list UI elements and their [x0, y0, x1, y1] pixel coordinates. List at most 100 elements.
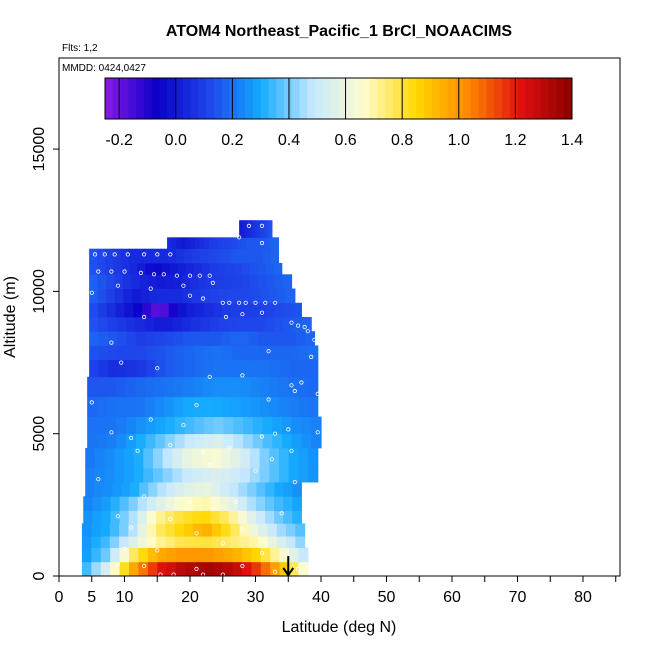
colorbar-swatch: [315, 78, 324, 119]
heatmap-cell: [199, 248, 209, 264]
heatmap-cell: [288, 467, 299, 483]
heatmap-cell: [108, 345, 119, 361]
heatmap-cell: [213, 547, 224, 563]
heatmap-cell: [251, 345, 262, 361]
sample-point: [168, 252, 173, 257]
heatmap-cell: [133, 467, 144, 483]
heatmap-cell: [246, 248, 256, 264]
heatmap-cell: [117, 331, 128, 346]
y-tick-label: 0: [31, 571, 48, 580]
heatmap-cell: [221, 302, 232, 318]
heatmap-cell: [172, 467, 183, 483]
heatmap-cell: [135, 376, 146, 398]
sample-point: [187, 293, 193, 298]
heatmap-cell: [283, 510, 293, 524]
heatmap-cell: [254, 220, 257, 238]
sample-point: [161, 272, 166, 277]
heatmap-cell: [264, 317, 275, 332]
heatmap-cell: [239, 302, 249, 318]
heatmap-cell: [126, 331, 137, 346]
heatmap-cell: [246, 317, 257, 332]
heatmap-cell: [153, 317, 164, 332]
heatmap-cell: [260, 396, 271, 418]
y-tick-label: 5000: [31, 416, 48, 452]
heatmap-cell: [183, 510, 193, 524]
heatmap-cell: [104, 248, 114, 264]
heatmap-cell: [252, 416, 264, 435]
heatmap-cell: [258, 331, 269, 346]
heatmap-cell: [262, 220, 265, 238]
heatmap-cell: [237, 496, 248, 511]
sample-point: [302, 324, 307, 330]
heatmap-cell: [247, 220, 250, 238]
heatmap-cell: [114, 274, 124, 289]
heatmap-cell: [91, 536, 102, 548]
heatmap-cell: [106, 274, 116, 289]
heatmap-cell: [254, 248, 264, 264]
heatmap-cell: [232, 359, 243, 378]
x-tick-label: 5: [87, 589, 96, 606]
heatmap-cell: [126, 433, 137, 449]
heatmap-cell: [232, 561, 243, 577]
colorbar-tick-label: 0.6: [334, 132, 356, 149]
heatmap-cell: [194, 547, 205, 563]
heatmap-cell: [128, 248, 138, 264]
heatmap-cell: [249, 274, 259, 289]
heatmap-cell: [212, 396, 223, 418]
heatmap-cell: [160, 248, 169, 264]
colorbar-swatch: [525, 78, 534, 119]
heatmap-cell: [89, 317, 99, 332]
sample-point: [299, 380, 304, 385]
heatmap-cell: [289, 359, 300, 378]
heatmap-cell: [154, 396, 165, 418]
heatmap-cell: [233, 262, 243, 275]
heatmap-cell: [236, 237, 242, 250]
heatmap-cell: [267, 523, 278, 537]
heatmap-cell: [230, 302, 241, 318]
heatmap-cell: [136, 345, 147, 361]
heatmap-cell: [114, 447, 125, 469]
heatmap-cell: [129, 547, 140, 563]
heatmap-cell: [127, 345, 138, 361]
heatmap-cell: [257, 262, 267, 275]
heatmap-cell: [269, 447, 280, 469]
y-axis-label: Altitude (m): [2, 276, 19, 358]
heatmap-cell: [241, 237, 247, 250]
heatmap-cell: [219, 496, 230, 511]
colorbar-swatch: [377, 78, 386, 119]
heatmap-cell: [243, 433, 254, 449]
heatmap-cell: [138, 561, 149, 577]
heatmap-cell: [126, 317, 136, 332]
heatmap-cell: [228, 510, 239, 524]
heatmap-cell: [165, 523, 176, 537]
heatmap-cell: [106, 302, 117, 318]
heatmap-cell: [223, 416, 234, 435]
heatmap-cell: [177, 262, 187, 275]
latitude-marker-arrow: [282, 556, 295, 577]
colorbar-swatch: [392, 78, 402, 119]
heatmap-cell: [89, 345, 100, 361]
colorbar-swatch: [322, 78, 332, 119]
sample-point: [266, 397, 271, 402]
heatmap-cell: [155, 496, 166, 511]
heatmap-cell: [128, 496, 139, 511]
heatmap-cell: [173, 331, 184, 346]
heatmap-cell: [110, 496, 121, 511]
heatmap-cell: [289, 547, 300, 563]
heatmap-cell: [106, 288, 116, 304]
heatmap-cell: [183, 496, 193, 511]
heatmap-cell: [213, 561, 224, 577]
heatmap-cell: [251, 359, 262, 378]
heatmap-cell: [151, 302, 161, 318]
heatmap-cell: [231, 248, 240, 264]
heatmap-cell: [192, 396, 204, 418]
heatmap-cell: [155, 416, 166, 435]
sample-point: [246, 223, 251, 228]
colorbar-swatch: [431, 78, 441, 119]
heatmap-cell: [204, 302, 214, 318]
x-tick-label: 10: [116, 589, 134, 606]
sample-point: [289, 448, 294, 453]
colorbar-swatch: [268, 78, 277, 119]
heatmap-cell: [164, 376, 175, 398]
heatmap-cell: [184, 482, 194, 497]
